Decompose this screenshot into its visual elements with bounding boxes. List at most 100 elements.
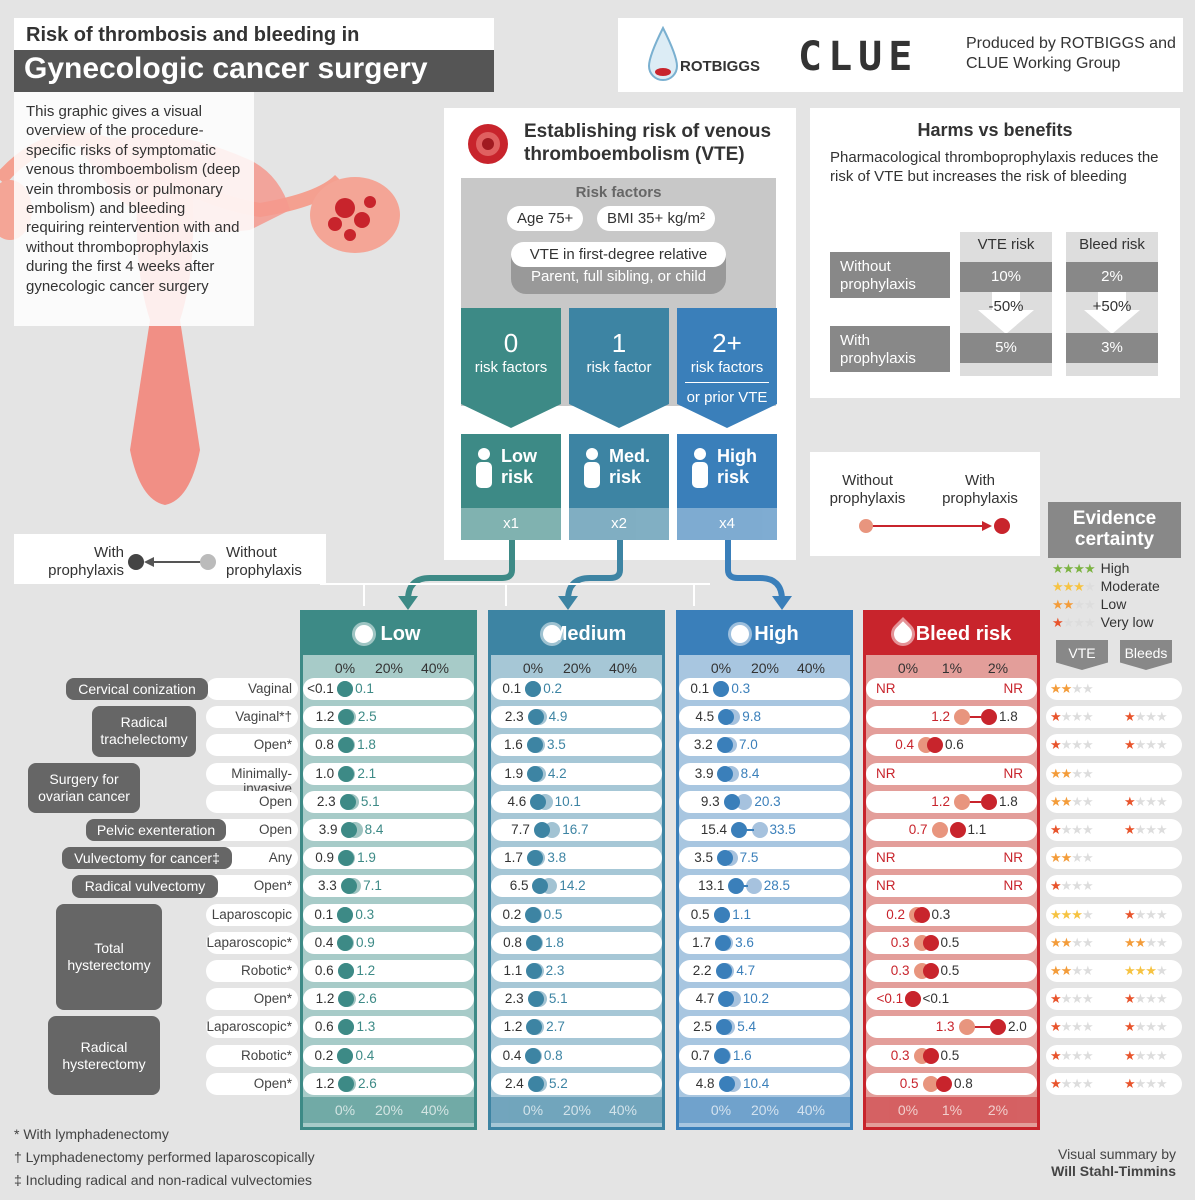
value-with: <0.1 xyxy=(307,681,334,696)
value-with: 0.9 xyxy=(315,850,335,866)
value-with: 3.9 xyxy=(694,765,714,781)
value-with: 0.6 xyxy=(314,1019,334,1035)
table-row: NR NR xyxy=(866,762,1037,785)
star-rating: ★★★★ xyxy=(1124,963,1168,978)
procedure-approach-row: Vaginal xyxy=(206,678,298,700)
procedure-approach: Laparoscopic xyxy=(211,906,292,922)
table-row: 0.2 0.4 xyxy=(303,1044,474,1067)
arrow-line xyxy=(742,885,748,888)
value-with: 1.1 xyxy=(503,963,523,978)
dot-with xyxy=(913,906,930,923)
table-row: 0.9 1.9 xyxy=(303,847,474,870)
title-line1: Risk of thrombosis and bleeding in xyxy=(14,18,494,52)
value-without: NR xyxy=(876,850,896,866)
value-without: 7.5 xyxy=(739,850,759,866)
value-without: 1.3 xyxy=(935,1019,955,1035)
value-without: 14.2 xyxy=(559,878,586,894)
dot-with xyxy=(718,991,735,1008)
table-row: 0.6 1.3 xyxy=(303,1016,474,1039)
vte-risk-head: VTE risk xyxy=(977,236,1035,253)
procedure-group: Cervical conization xyxy=(66,678,208,701)
value-with: 2.0 xyxy=(1008,1019,1027,1035)
procedure-approach-row: Open* xyxy=(206,875,298,898)
value-without: 1.6 xyxy=(732,1047,752,1063)
value-without: 1.2 xyxy=(931,793,950,809)
value-with: 0.1 xyxy=(690,681,710,696)
value-with: 2.2 xyxy=(692,963,712,978)
table-row: 0.6 1.2 xyxy=(303,960,474,982)
procedure-approach-row: Laparoscopic* xyxy=(206,1016,298,1039)
dot-with xyxy=(527,991,544,1008)
axis-tick: 40% xyxy=(796,1102,826,1118)
table-row: 15.4 33.5 xyxy=(679,819,850,841)
evidence-col-bleeds: Bleeds xyxy=(1120,640,1172,670)
value-with: 0.5 xyxy=(690,906,710,922)
value-without: 0.4 xyxy=(355,1047,375,1063)
value-with: 3.3 xyxy=(318,878,337,894)
dot-with xyxy=(338,850,355,867)
value-with: 0.4 xyxy=(502,1047,522,1063)
table-row: 0.3 0.5 xyxy=(866,931,1037,954)
dot-with xyxy=(339,793,356,810)
star-rating: ★★★★ xyxy=(1050,681,1094,696)
value-without: NR xyxy=(876,878,896,894)
dot-with xyxy=(936,1075,952,1092)
group-count: 2+ xyxy=(712,328,742,358)
procedure-approach: Vaginal*† xyxy=(235,709,292,725)
value-without: 5.2 xyxy=(548,1075,568,1091)
value-without: 0.4 xyxy=(895,737,914,753)
sun-icon xyxy=(731,625,749,643)
star-icon: ★★★ xyxy=(1062,615,1096,630)
evidence-row: ★★★★ ★★★★ xyxy=(1046,1072,1182,1095)
value-with: 4.5 xyxy=(695,709,715,725)
column-header-bleed: Bleed risk xyxy=(866,613,1037,655)
table-row: 7.7 16.7 xyxy=(491,819,662,841)
procedure-approach-row: Open xyxy=(206,819,298,841)
axis-tick: 40% xyxy=(420,660,450,676)
dot-with xyxy=(338,991,355,1008)
table-row: 0.7 1.1 xyxy=(866,819,1037,841)
star-icon: ★ xyxy=(1083,579,1096,594)
axis-tick: 0% xyxy=(334,660,356,676)
dot-with xyxy=(525,1047,542,1064)
value-with: 13.1 xyxy=(698,878,725,894)
axis-tick: 0% xyxy=(522,1102,544,1118)
value-without: 0.5 xyxy=(543,906,563,922)
rotbiggs-logo: ROTBIGGS xyxy=(680,58,761,75)
vte-legend: With prophylaxis Without prophylaxis xyxy=(14,534,326,584)
table-row: 3.5 7.5 xyxy=(679,847,850,870)
procedure-approach-row: Robotic* xyxy=(206,960,298,982)
dot-with xyxy=(337,1019,354,1036)
bleed-with: 3% xyxy=(1066,333,1158,363)
table-row: <0.1 0.1 xyxy=(303,678,474,700)
column-header-med: Medium xyxy=(491,613,662,655)
multiplier: x4 xyxy=(677,508,777,540)
vte-title: Establishing risk of venous thromboembol… xyxy=(524,121,772,165)
column-title: High xyxy=(754,623,799,645)
table-row: 4.6 10.1 xyxy=(491,790,662,813)
value-with: 0.8 xyxy=(503,934,522,950)
star-rating: ★★★★ xyxy=(1050,822,1094,837)
evidence-level-1: ★★★★ Moderate xyxy=(1052,578,1160,595)
star-rating: ★★★★ xyxy=(1050,934,1094,950)
procedure-approach-row: Open* xyxy=(206,988,298,1011)
value-with: 1.7 xyxy=(504,850,523,866)
dot-with xyxy=(525,906,542,923)
star-rating: ★★★★ xyxy=(1124,991,1168,1007)
value-with: NR xyxy=(1003,681,1024,696)
dot-with xyxy=(337,1047,354,1064)
star-icon: ★ xyxy=(1052,615,1064,630)
star-rating: ★★★★ xyxy=(1050,1075,1094,1091)
dot-with xyxy=(338,709,355,726)
table-row: 1.0 2.1 xyxy=(303,762,474,785)
value-without: 0.7 xyxy=(908,822,928,837)
star-rating: ★★★★ xyxy=(1124,793,1168,809)
value-without: 3.8 xyxy=(547,850,567,866)
dot-with xyxy=(718,709,735,726)
procedure-approach: Laparoscopic* xyxy=(206,934,292,950)
footnote-3: ‡ Including radical and non-radical vulv… xyxy=(14,1172,313,1188)
legend2-without: Without prophylaxis xyxy=(829,472,906,507)
dot-without xyxy=(922,1075,939,1092)
table-row: 1.2 2.6 xyxy=(303,988,474,1011)
procedure-group: Pelvic exenteration xyxy=(86,819,226,842)
